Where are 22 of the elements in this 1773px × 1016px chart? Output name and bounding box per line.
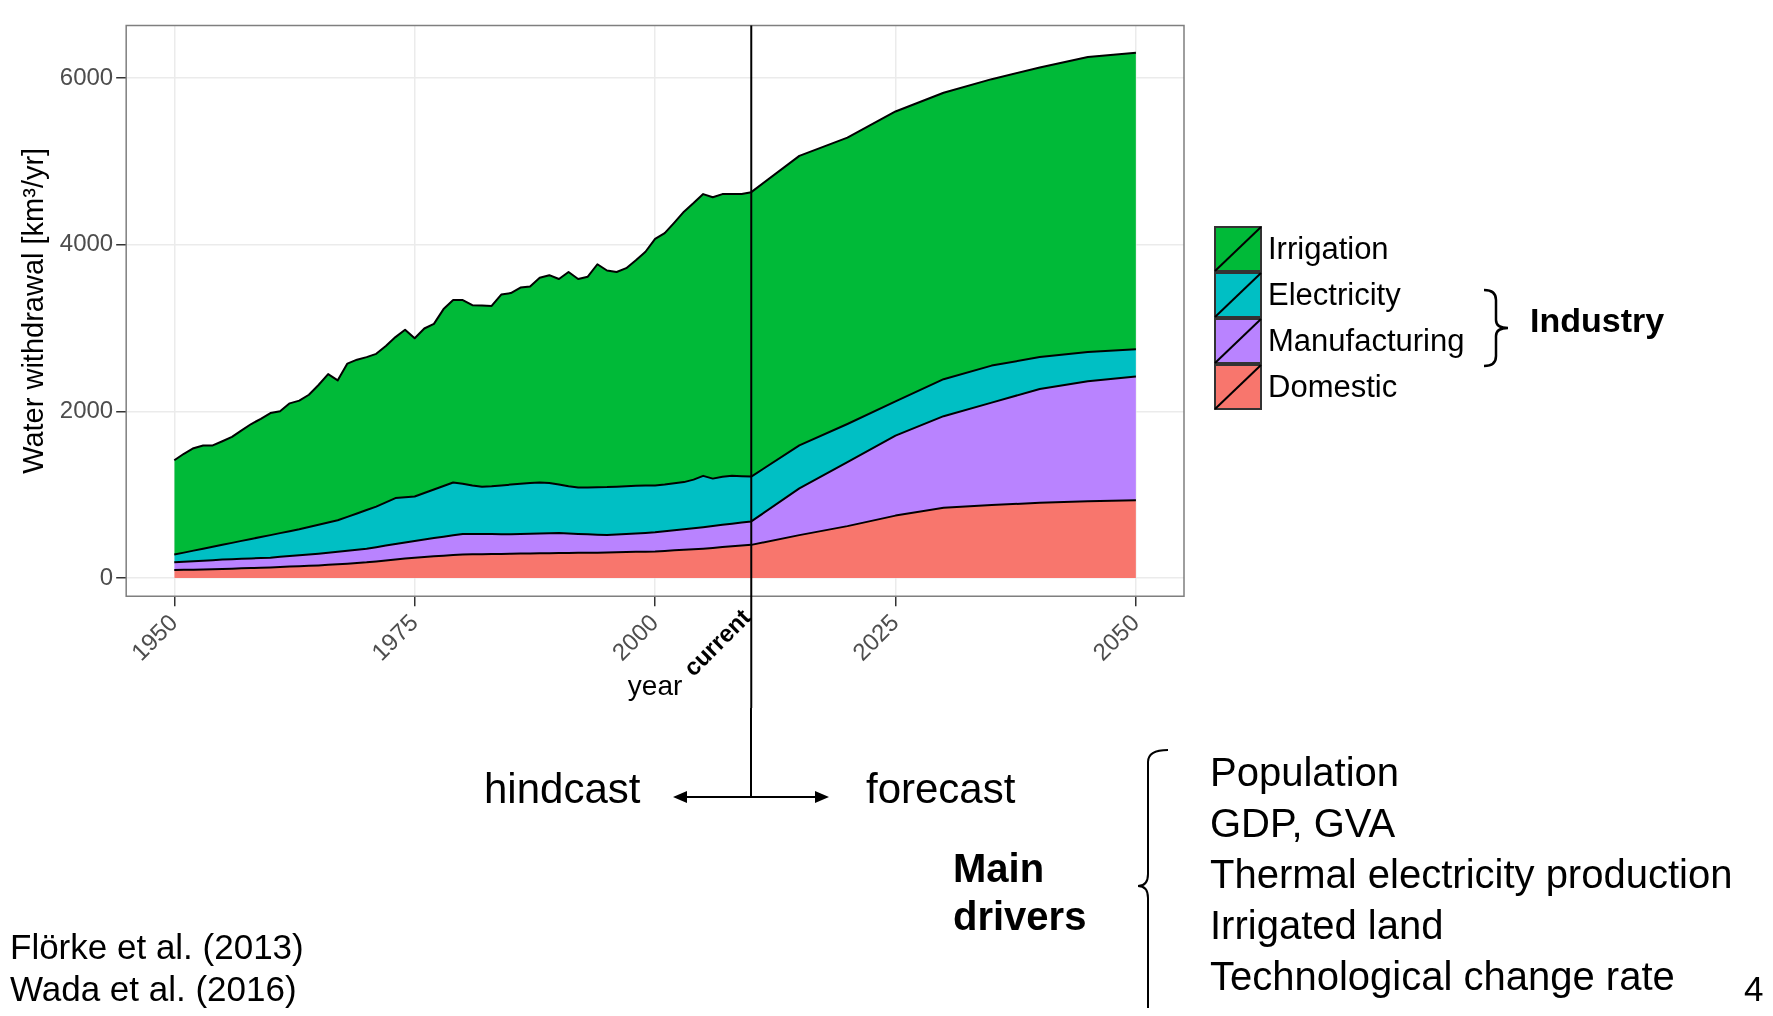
text: Thermal electricity production [1210, 851, 1733, 898]
text: Wada et al. (2016) [10, 968, 297, 1010]
legend-label: Manufacturing [1268, 323, 1465, 359]
legend-label: Irrigation [1268, 231, 1389, 267]
x-axis-title: year [627, 669, 683, 701]
text: Flörke et al. (2013) [10, 926, 304, 968]
y-axis-title: Water withdrawal [km³/yr] [17, 147, 50, 474]
legend-label: Electricity [1268, 277, 1401, 313]
y-tick-label: 6000 [59, 62, 114, 90]
text: Irrigated land [1210, 902, 1444, 949]
y-tick-label: 0 [99, 562, 114, 590]
text: Technological change rate [1210, 953, 1675, 1000]
text: GDP, GVA [1210, 800, 1396, 847]
legend-label: Domestic [1268, 369, 1398, 405]
y-tick-label: 2000 [59, 395, 114, 423]
text: Population [1210, 749, 1400, 796]
text: hindcast [484, 764, 641, 814]
text: 4 [1744, 968, 1764, 1010]
y-tick-label: 4000 [59, 229, 114, 257]
text: Industry [1530, 300, 1665, 341]
text: Main drivers [953, 845, 1088, 940]
text: forecast [866, 764, 1016, 814]
